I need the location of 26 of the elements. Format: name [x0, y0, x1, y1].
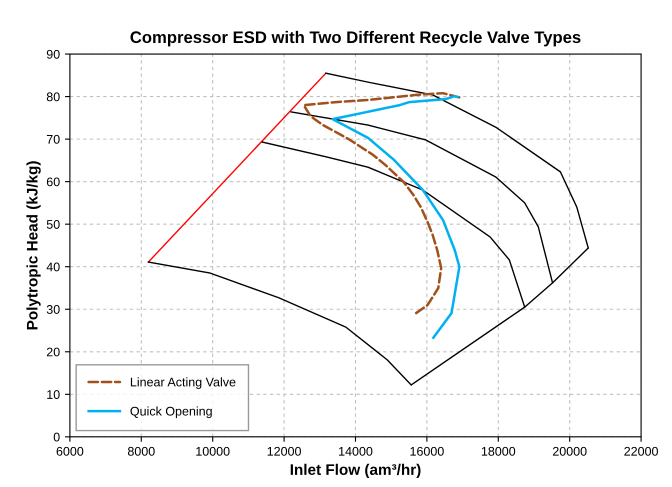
line-series [302, 92, 462, 314]
y-tick-label: 60 [46, 177, 60, 186]
x-tick-label: 22000 [624, 446, 658, 456]
y-tick-label: 40 [46, 262, 60, 272]
y-tick-label: 90 [46, 50, 60, 59]
x-tick-label: 6000 [56, 446, 84, 456]
x-tick-label: 16000 [410, 446, 444, 456]
x-tick-label: 10000 [196, 446, 230, 456]
y-tick-label: 0 [54, 432, 60, 442]
x-tick-label: 14000 [339, 446, 372, 456]
y-tick-label: 10 [47, 390, 60, 399]
y-tick-label: 80 [46, 92, 60, 102]
legend-label: Quick Opening [130, 406, 212, 418]
y-tick-label: 70 [46, 134, 60, 144]
y-axis-title: Polytropic Head (kJ/kg) [26, 161, 41, 330]
x-tick-label: 12000 [268, 446, 301, 456]
x-axis-title: Inlet Flow (am³/hr) [290, 464, 421, 478]
y-tick-label: 20 [46, 348, 60, 356]
x-tick-label: 8000 [128, 446, 155, 456]
y-tick-label: 50 [46, 220, 60, 229]
y-tick-label: 30 [46, 305, 60, 314]
chart-title: Compressor ESD with Two Different Recycle Valve Types [130, 30, 581, 46]
x-tick-label: 20000 [552, 446, 587, 456]
legend-label: Linear Acting Valve [130, 377, 236, 389]
line-series [331, 94, 461, 339]
x-tick-label: 18000 [482, 446, 516, 456]
